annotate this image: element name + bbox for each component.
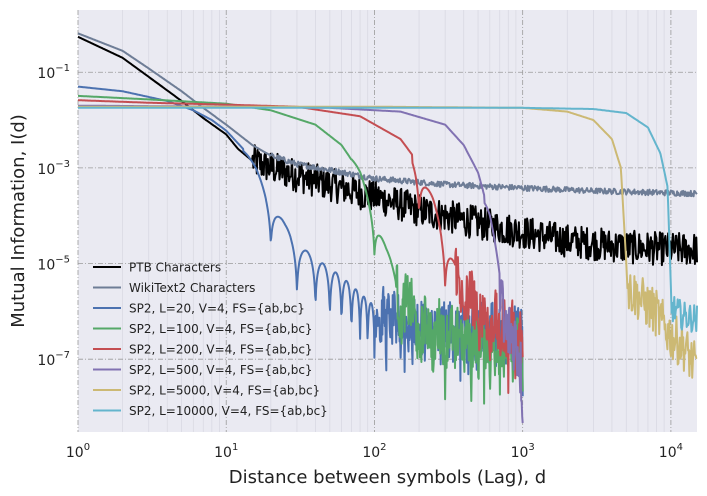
legend-label: SP2, L=500, V=4, FS={ab,bc}: [129, 363, 313, 377]
series-line-3: [77, 94, 524, 405]
legend-label: SP2, L=5000, V=4, FS={ab,bc}: [129, 384, 320, 398]
x-tick-label: 102: [362, 442, 386, 461]
legend-label: PTB Characters: [129, 261, 221, 275]
legend-label: SP2, L=100, V=4, FS={ab,bc}: [129, 322, 313, 336]
data-lines: [77, 32, 698, 424]
y-tick-label: 10−1: [37, 63, 70, 82]
legend-label: SP2, L=20, V=4, FS={ab,bc}: [129, 302, 305, 316]
series-line-7: [77, 106, 698, 333]
y-axis-ticks: 10−7 10−5 10−3 10−1: [37, 63, 70, 369]
y-axis-label: Mutual Information, I(d): [8, 114, 29, 328]
x-axis-ticks: 100 101 102 103 104: [66, 442, 683, 461]
y-tick-label: 10−3: [37, 159, 70, 178]
y-tick-label: 10−5: [37, 255, 70, 274]
legend-label: WikiText2 Characters: [129, 281, 255, 295]
legend: PTB Characters WikiText2 Characters SP2, L…: [93, 261, 328, 418]
x-tick-label: 103: [511, 442, 535, 461]
legend-label: SP2, L=10000, V=4, FS={ab,bc}: [129, 404, 328, 418]
x-tick-label: 100: [66, 442, 90, 461]
series-line-2: [77, 85, 524, 397]
x-axis-label: Distance between symbols (Lag), d: [229, 467, 547, 488]
plot-area: [78, 10, 697, 432]
legend-label: SP2, L=200, V=4, FS={ab,bc}: [129, 343, 313, 357]
series-line-1: [77, 32, 698, 198]
y-tick-label: 10−7: [37, 350, 70, 369]
x-tick-label: 101: [214, 442, 238, 461]
x-tick-label: 104: [659, 442, 683, 461]
